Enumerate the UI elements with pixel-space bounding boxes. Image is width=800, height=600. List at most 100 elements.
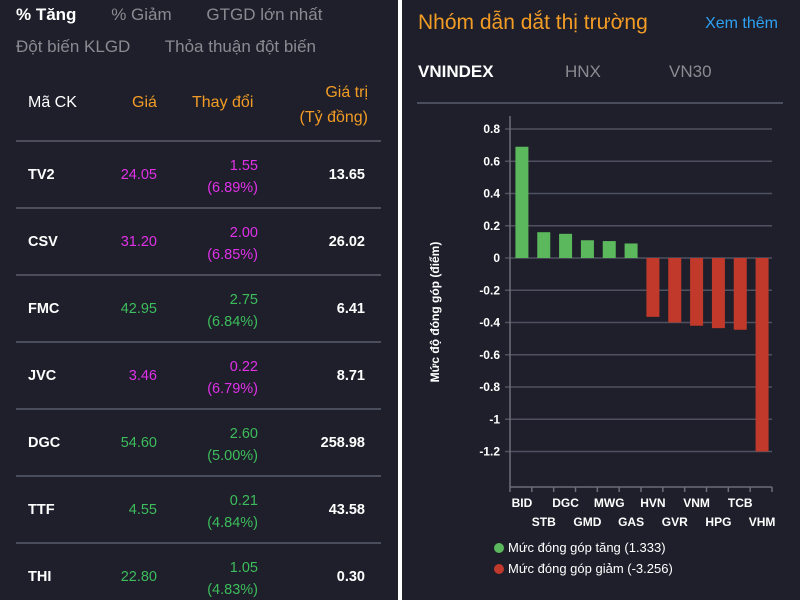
stock-code[interactable]: TTF — [28, 502, 55, 518]
bar-mwg — [602, 241, 616, 258]
tab-top-value[interactable]: GTGD lớn nhất — [206, 5, 323, 24]
y-axis-label: Mức độ đóng góp (điểm) — [428, 242, 442, 383]
header-code[interactable]: Mã CK — [28, 94, 77, 111]
see-more-link[interactable]: Xem thêm — [705, 15, 778, 32]
stock-change: 2.75 (6.84%) — [207, 289, 258, 333]
table-row[interactable]: FMC 42.95 2.75 (6.84%) 6.41 — [16, 274, 381, 342]
x-tick-label: TCB — [728, 496, 753, 510]
tab-hnx[interactable]: HNX — [565, 62, 601, 81]
stock-change: 0.21 (4.84%) — [207, 490, 258, 534]
trade-value: 8.71 — [336, 368, 365, 384]
change-value: 2.60 — [229, 426, 258, 442]
trade-value: 43.58 — [328, 502, 365, 518]
tab-percent-gain[interactable]: % Tăng — [16, 5, 77, 24]
stock-code[interactable]: FMC — [28, 301, 60, 317]
legend-label-increase: Mức đóng góp tăng (1.333) — [508, 540, 666, 555]
bar-gmd — [580, 240, 594, 258]
bar-gvr — [668, 258, 682, 323]
stock-change: 0.22 (6.79%) — [207, 356, 258, 400]
tab-volume-spike[interactable]: Đột biến KLGD — [16, 37, 131, 56]
change-percent: (6.84%) — [207, 314, 258, 330]
stock-price: 22.80 — [120, 569, 157, 585]
y-tick-label: 0 — [493, 251, 500, 265]
y-tick-label: -0.8 — [479, 380, 500, 394]
y-tick-label: -0.2 — [479, 283, 500, 297]
bar-bid — [515, 146, 529, 258]
stock-code[interactable]: DGC — [28, 435, 61, 451]
x-tick-label: GAS — [618, 515, 644, 529]
header-value[interactable]: Giá trị (Tỷ đồng) — [300, 80, 368, 130]
change-percent: (5.00%) — [207, 448, 258, 464]
y-tick-label: 0.8 — [483, 122, 500, 136]
x-tick-label: VNM — [683, 496, 710, 510]
stock-change: 1.55 (6.89%) — [207, 155, 258, 199]
market-leaders-panel: Nhóm dẫn dắt thị trường Xem thêm VNINDEX… — [402, 0, 800, 600]
change-value: 0.21 — [229, 493, 258, 509]
stock-price: 54.60 — [120, 435, 157, 451]
x-tick-label: DGC — [552, 496, 579, 510]
x-tick-label: STB — [532, 515, 556, 529]
table-row[interactable]: CSV 31.20 2.00 (6.85%) 26.02 — [16, 207, 381, 275]
legend-label-decrease: Mức đóng góp giảm (-3.256) — [508, 561, 673, 576]
header-value-line1: Giá trị — [325, 84, 368, 101]
y-tick-label: -0.4 — [479, 316, 500, 330]
tab-percent-loss[interactable]: % Giảm — [111, 5, 172, 24]
stock-price: 3.46 — [128, 368, 157, 384]
x-tick-label: HPG — [705, 515, 731, 529]
bar-hpg — [711, 258, 725, 329]
bar-gas — [624, 243, 638, 258]
stock-change: 2.60 (5.00%) — [207, 423, 258, 467]
change-percent: (6.79%) — [207, 381, 258, 397]
stock-price: 24.05 — [120, 167, 157, 183]
change-percent: (4.84%) — [207, 515, 258, 531]
y-tick-label: -1 — [489, 412, 500, 426]
contribution-bar-chart: 0.8 0.6 0.4 0.2 0 -0.2 -0.4 -0.6 -0.8 -1 -1.2 Mức đ… — [428, 116, 776, 576]
tab-vnindex[interactable]: VNINDEX — [418, 62, 494, 81]
y-tick-label: -0.6 — [479, 348, 500, 362]
bar-dgc — [559, 233, 573, 258]
header-change[interactable]: Thay đổi — [192, 94, 254, 111]
y-tick-label: 0.6 — [483, 154, 500, 168]
filter-tabs-row-2: Đột biến KLGD Thỏa thuận đột biến — [16, 37, 346, 57]
header-value-line2: (Tỷ đồng) — [299, 109, 368, 126]
change-percent: (6.89%) — [207, 180, 258, 196]
top-movers-panel: % Tăng % Giảm GTGD lớn nhất Đột biến KLG… — [0, 0, 398, 600]
table-row[interactable]: THI 22.80 1.05 (4.83%) 0.30 — [16, 542, 381, 600]
table-row[interactable]: DGC 54.60 2.60 (5.00%) 258.98 — [16, 408, 381, 476]
tab-divider — [417, 102, 783, 104]
stock-price: 4.55 — [128, 502, 157, 518]
stock-change: 2.00 (6.85%) — [207, 222, 258, 266]
trade-value: 0.30 — [336, 569, 365, 585]
change-percent: (6.85%) — [207, 247, 258, 263]
trade-value: 258.98 — [320, 435, 365, 451]
stock-code[interactable]: TV2 — [28, 167, 55, 183]
tab-vn30[interactable]: VN30 — [669, 62, 712, 81]
bar-stb — [537, 232, 551, 258]
y-tick-label: -1.2 — [479, 445, 500, 459]
trade-value: 6.41 — [336, 301, 365, 317]
x-tick-label: VHM — [749, 515, 776, 529]
tab-deal-spike[interactable]: Thỏa thuận đột biến — [164, 37, 316, 56]
table-row[interactable]: TTF 4.55 0.21 (4.84%) 43.58 — [16, 475, 381, 543]
change-value: 0.22 — [229, 359, 258, 375]
table-row[interactable]: JVC 3.46 0.22 (6.79%) 8.71 — [16, 341, 381, 409]
legend-marker-decrease — [494, 564, 504, 574]
stock-price: 42.95 — [120, 301, 157, 317]
y-tick-label: 0.4 — [483, 187, 500, 201]
stock-code[interactable]: CSV — [28, 234, 58, 250]
bar-vhm — [755, 258, 769, 452]
stock-price: 31.20 — [120, 234, 157, 250]
change-value: 2.75 — [229, 292, 258, 308]
change-value: 1.05 — [229, 560, 258, 576]
stock-code[interactable]: THI — [28, 569, 52, 585]
filter-tabs-row-1: % Tăng % Giảm GTGD lớn nhất — [16, 5, 352, 25]
table-row[interactable]: TV2 24.05 1.55 (6.89%) 13.65 — [16, 140, 381, 208]
bar-vnm — [690, 258, 704, 326]
change-percent: (4.83%) — [207, 582, 258, 598]
change-value: 1.55 — [229, 158, 258, 174]
stock-code[interactable]: JVC — [28, 368, 57, 384]
trade-value: 13.65 — [328, 167, 365, 183]
header-price[interactable]: Giá — [132, 94, 157, 111]
x-tick-label: GMD — [573, 515, 601, 529]
legend-marker-increase — [494, 543, 504, 553]
